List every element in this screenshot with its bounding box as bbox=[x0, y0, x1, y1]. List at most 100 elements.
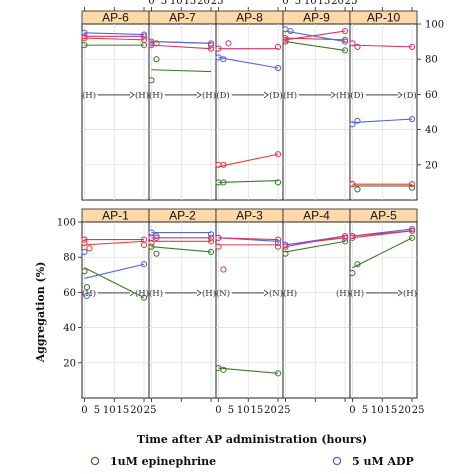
panel-title-ap-10: AP-10 bbox=[367, 11, 401, 25]
legend-epinephrine-symbol bbox=[90, 456, 100, 466]
panel-ap-4: AP-4 (H) (H) bbox=[282, 209, 351, 399]
x-axis-title: Time after AP administration (hours) bbox=[137, 433, 367, 446]
x-tick-label-top: 5 bbox=[295, 0, 301, 7]
panel-frame-ap-1 bbox=[81, 221, 150, 399]
legend-epinephrine-label: 1uM epinephrine bbox=[110, 455, 216, 468]
panel-frame-ap-2 bbox=[148, 221, 217, 399]
data-point-red bbox=[274, 151, 282, 158]
data-point-red bbox=[349, 234, 356, 241]
data-point-pink bbox=[153, 234, 160, 241]
data-point-green bbox=[274, 179, 282, 186]
marker-label: (H) bbox=[135, 288, 149, 299]
x-tick-label: 5 bbox=[362, 405, 368, 416]
series-line-pink bbox=[218, 237, 279, 241]
series-line-blue bbox=[352, 118, 413, 124]
panels-layer: AP-6(H) (H)AP-7(H) (H)AP-8(D) (D)AP-9(H) (H)… bbox=[81, 11, 418, 399]
marker-arrowhead bbox=[263, 289, 269, 297]
series-line-pink bbox=[285, 30, 346, 41]
panel-frame-ap-7 bbox=[148, 23, 217, 201]
marker-label: (D) bbox=[216, 90, 229, 101]
data-point-pink bbox=[282, 243, 289, 250]
x-tick-label: 20 bbox=[130, 405, 143, 416]
data-point-pink bbox=[408, 227, 416, 234]
data-point-pink bbox=[341, 232, 349, 240]
series-line-blue bbox=[84, 263, 145, 279]
data-point-green bbox=[207, 248, 215, 256]
legend-adp-symbol bbox=[332, 456, 342, 466]
x-tick-label: 25 bbox=[144, 405, 157, 416]
panel-title-ap-3: AP-3 bbox=[236, 209, 263, 223]
x-tick-label: 10 bbox=[237, 405, 250, 416]
y-tick-label: 40 bbox=[63, 323, 76, 334]
data-point-blue bbox=[287, 27, 294, 35]
data-point-blue bbox=[341, 38, 349, 45]
panel-ap-8: AP-8 (D) (D) bbox=[215, 11, 284, 201]
x-tick-label: 10 bbox=[103, 405, 116, 416]
marker-label: (D) bbox=[269, 90, 282, 101]
data-point-blue bbox=[274, 64, 282, 72]
data-point-green bbox=[153, 250, 160, 257]
series-line-pink bbox=[151, 44, 212, 50]
data-point-green bbox=[282, 38, 289, 45]
data-point-red bbox=[408, 181, 416, 188]
marker-label: (H) bbox=[336, 288, 350, 299]
x-tick-label-top: 10 bbox=[304, 0, 317, 7]
marker-label: (H) bbox=[350, 288, 364, 299]
marker-arrowhead bbox=[330, 91, 336, 99]
marker-arrowhead bbox=[263, 91, 269, 99]
series-line-green bbox=[285, 41, 346, 51]
x-tick-label: 15 bbox=[117, 405, 130, 416]
x-tick-label-top: 5 bbox=[161, 0, 167, 7]
data-point-blue bbox=[282, 241, 289, 248]
data-point-pink bbox=[354, 43, 361, 50]
y-tick-label: 20 bbox=[425, 160, 438, 171]
x-tick-label-top: 10 bbox=[170, 0, 183, 7]
marker-label: (N) bbox=[269, 288, 283, 299]
y-tick-label: 20 bbox=[63, 358, 76, 369]
series-line-green bbox=[151, 246, 212, 253]
panel-title-ap-6: AP-6 bbox=[102, 11, 129, 25]
data-point-pink bbox=[81, 236, 88, 243]
y-tick-label: 60 bbox=[63, 288, 76, 299]
marker-label: (H) bbox=[403, 288, 417, 299]
marker-arrowhead bbox=[196, 289, 202, 297]
legend-adp-label: 5 uM ADP bbox=[352, 455, 414, 468]
data-point-red bbox=[220, 266, 227, 273]
marker-label: (H) bbox=[283, 90, 297, 101]
panel-title-ap-5: AP-5 bbox=[370, 209, 397, 223]
marker-arrowhead bbox=[129, 91, 135, 99]
data-point-red bbox=[207, 238, 215, 245]
data-point-blue bbox=[408, 115, 416, 123]
marker-label: (H) bbox=[202, 90, 216, 101]
marker-arrowhead bbox=[397, 289, 403, 297]
y-tick-label: 100 bbox=[57, 218, 76, 229]
x-tick-label: 20 bbox=[264, 405, 277, 416]
panel-frame-ap-8 bbox=[215, 23, 284, 201]
panel-title-ap-8: AP-8 bbox=[236, 11, 263, 25]
data-point-pink bbox=[215, 45, 222, 52]
x-tick-label: 5 bbox=[94, 405, 100, 416]
data-point-pink bbox=[148, 42, 155, 49]
x-tick-label: 0 bbox=[349, 405, 355, 416]
data-point-blue bbox=[81, 248, 88, 256]
x-tick-label: 15 bbox=[251, 405, 264, 416]
panel-title-ap-1: AP-1 bbox=[102, 209, 129, 223]
y-tick-label: 40 bbox=[425, 125, 438, 136]
panel-ap-10: AP-10 (D) (D) bbox=[349, 11, 418, 201]
data-point-pink bbox=[81, 33, 88, 40]
data-point-pink bbox=[274, 236, 282, 243]
series-line-blue bbox=[84, 32, 145, 36]
y-tick-label: 80 bbox=[63, 253, 76, 264]
data-point-red bbox=[220, 161, 227, 168]
data-point-green bbox=[408, 184, 416, 191]
data-point-blue bbox=[408, 225, 416, 233]
data-point-blue bbox=[148, 38, 155, 45]
series-line-green bbox=[218, 367, 279, 374]
data-point-green bbox=[148, 243, 155, 250]
data-point-green bbox=[83, 284, 91, 291]
data-point-blue bbox=[220, 56, 227, 63]
marker-label: (H) bbox=[82, 288, 96, 299]
x-tick-label: 0 bbox=[81, 405, 87, 416]
series-line-green bbox=[151, 69, 212, 73]
